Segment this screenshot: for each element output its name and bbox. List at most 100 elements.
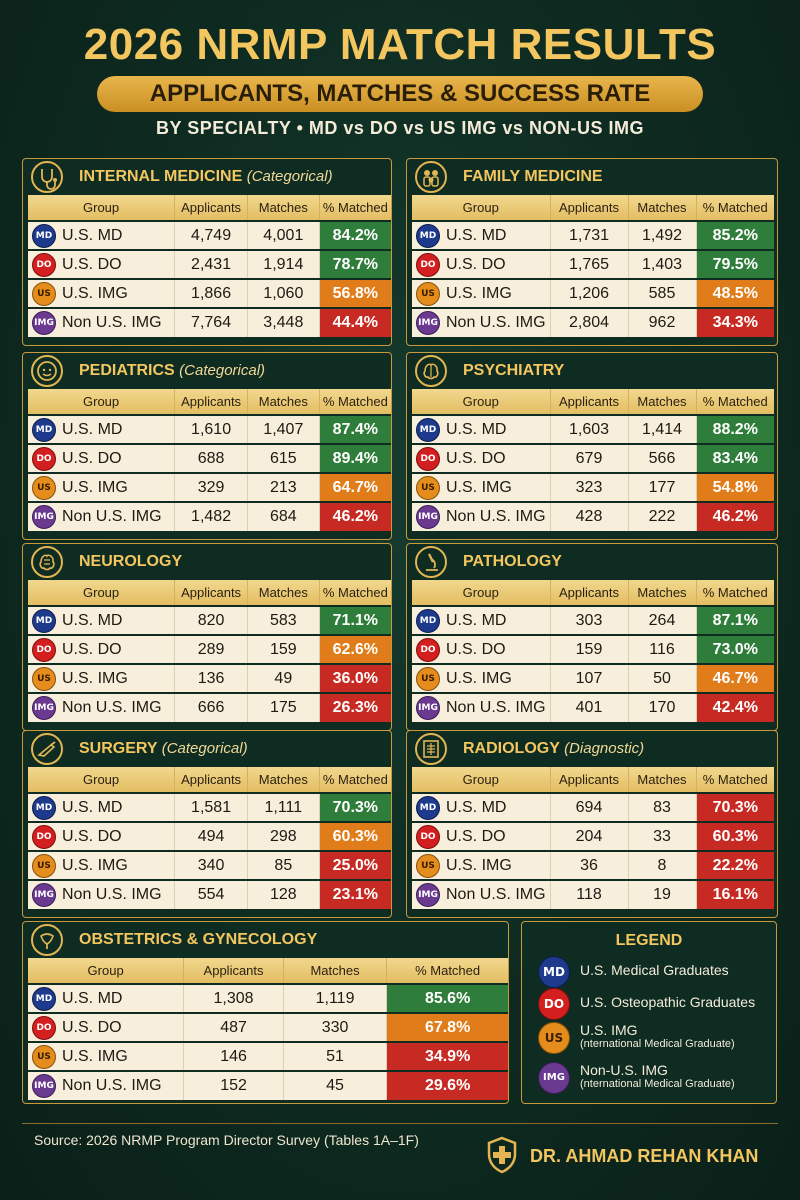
matches-cell: 45: [283, 1070, 388, 1100]
pct-matched-cell: 56.8%: [319, 278, 391, 308]
pct-matched-cell: 78.7%: [319, 249, 391, 279]
legend-text: U.S. IMG (nternational Medical Graduate): [580, 1022, 735, 1050]
column-header-applicants: Applicants: [174, 389, 248, 415]
group-cell: IMG Non U.S. IMG: [28, 501, 176, 531]
panel-title: FAMILY MEDICINE: [463, 168, 603, 186]
panel-header: PATHOLOGY: [407, 544, 777, 580]
specialty-qualifier: (Categorical): [179, 362, 266, 379]
non-us-img-badge-icon: IMG: [416, 311, 440, 335]
group-cell: IMG Non U.S. IMG: [28, 692, 176, 722]
md-badge-icon: MD: [416, 223, 440, 248]
applicants-cell: 2,804: [550, 307, 629, 337]
group-label: Non U.S. IMG: [62, 314, 162, 332]
column-header-pct-matched: % Matched: [319, 195, 391, 221]
matches-cell: 159: [247, 634, 320, 664]
pct-matched-cell: 70.3%: [319, 792, 391, 822]
applicants-cell: 401: [550, 692, 629, 722]
table-row: US U.S. IMG 36 8 22.2%: [412, 850, 774, 880]
applicants-cell: 303: [550, 605, 629, 635]
table-row: IMG Non U.S. IMG 7,764 3,448 44.4%: [28, 307, 391, 337]
results-table: Group Applicants Matches% Matched MD U.S. MD…: [28, 767, 391, 909]
group-label: U.S. DO: [62, 449, 122, 467]
matches-cell: 170: [628, 692, 697, 722]
specialty-panel: OBSTETRICS & GYNECOLOGY Group Applicants Ma…: [22, 921, 509, 1104]
applicants-cell: 820: [174, 605, 248, 635]
table-row: US U.S. IMG 323 177 54.8%: [412, 472, 774, 502]
applicants-cell: 428: [550, 501, 629, 531]
group-label: U.S. MD: [62, 611, 123, 629]
table-row: DO U.S. DO 2,431 1,914 78.7%: [28, 249, 391, 279]
matches-cell: 177: [628, 472, 697, 502]
column-header-group: Group: [28, 389, 176, 415]
non-us-img-badge-icon: IMG: [32, 696, 56, 720]
legend-text: U.S. Medical Graduates: [580, 962, 729, 978]
group-label: U.S. IMG: [62, 1047, 128, 1065]
group-cell: DO U.S. DO: [28, 249, 176, 279]
md-badge-icon: MD: [32, 795, 56, 820]
column-header-pct-matched: % Matched: [386, 958, 508, 984]
applicants-cell: 694: [550, 792, 629, 822]
md-badge-icon: MD: [32, 986, 56, 1011]
group-label: U.S. MD: [62, 226, 123, 244]
panel-header: PEDIATRICS (Categorical): [23, 353, 391, 389]
group-cell: US U.S. IMG: [412, 278, 551, 308]
table-row: IMG Non U.S. IMG 401 170 42.4%: [412, 692, 774, 722]
pct-matched-cell: 89.4%: [319, 443, 391, 473]
column-header-applicants: Applicants: [183, 958, 284, 984]
group-cell: DO U.S. DO: [28, 634, 176, 664]
panel-header: RADIOLOGY (Diagnostic): [407, 731, 777, 767]
table-header-row: Group Applicants Matches% Matched: [28, 958, 508, 984]
specialty-panel: PATHOLOGY Group Applicants Matches% Matched…: [406, 543, 778, 731]
pct-matched-cell: 79.5%: [696, 249, 774, 279]
column-header-matches: Matches: [628, 389, 697, 415]
panel-header: SURGERY (Categorical): [23, 731, 391, 767]
group-cell: US U.S. IMG: [28, 1041, 185, 1071]
table-row: IMG Non U.S. IMG 1,482 684 46.2%: [28, 501, 391, 531]
do-badge-icon: DO: [32, 1015, 56, 1040]
specialty-name: SURGERY: [79, 740, 158, 757]
group-cell: IMG Non U.S. IMG: [28, 879, 176, 909]
matches-cell: 3,448: [247, 307, 320, 337]
specialty-name: NEUROLOGY: [79, 553, 183, 570]
stethoscope-icon: [31, 161, 63, 193]
group-cell: IMG Non U.S. IMG: [412, 692, 551, 722]
pct-matched-cell: 85.2%: [696, 220, 774, 250]
group-cell: DO U.S. DO: [412, 821, 551, 851]
pct-matched-cell: 73.0%: [696, 634, 774, 664]
group-label: U.S. IMG: [446, 669, 512, 687]
column-header-matches: Matches: [247, 389, 320, 415]
panel-title: PATHOLOGY: [463, 553, 562, 571]
panel-header: PSYCHIATRY: [407, 353, 777, 389]
table-row: US U.S. IMG 1,866 1,060 56.8%: [28, 278, 391, 308]
table-row: MD U.S. MD 694 83 70.3%: [412, 792, 774, 822]
table-row: US U.S. IMG 329 213 64.7%: [28, 472, 391, 502]
group-cell: DO U.S. DO: [28, 443, 176, 473]
applicants-cell: 1,610: [174, 414, 248, 444]
group-cell: IMG Non U.S. IMG: [28, 307, 176, 337]
group-label: U.S. MD: [62, 420, 123, 438]
table-row: MD U.S. MD 1,731 1,492 85.2%: [412, 220, 774, 250]
specialty-name: INTERNAL MEDICINE: [79, 168, 243, 185]
panel-header: NEUROLOGY: [23, 544, 391, 580]
us-img-badge-icon: US: [416, 853, 440, 878]
table-row: MD U.S. MD 303 264 87.1%: [412, 605, 774, 635]
group-label: U.S. IMG: [62, 284, 128, 302]
group-label: Non U.S. IMG: [446, 699, 546, 717]
table-row: DO U.S. DO 487 330 67.8%: [28, 1012, 508, 1042]
column-header-matches: Matches: [247, 767, 320, 793]
table-header-row: Group Applicants Matches% Matched: [28, 195, 391, 221]
pct-matched-cell: 60.3%: [696, 821, 774, 851]
source-note: Source: 2026 NRMP Program Director Surve…: [34, 1132, 419, 1148]
table-row: MD U.S. MD 1,581 1,111 70.3%: [28, 792, 391, 822]
do-badge-icon: DO: [32, 446, 56, 471]
panel-title: SURGERY (Categorical): [79, 740, 248, 758]
group-label: U.S. DO: [62, 827, 122, 845]
matches-cell: 1,060: [247, 278, 320, 308]
specialty-panel: FAMILY MEDICINE Group Applicants Matches% M…: [406, 158, 778, 346]
column-header-pct-matched: % Matched: [696, 580, 774, 606]
non-us-img-badge-icon: IMG: [538, 1062, 570, 1094]
column-header-pct-matched: % Matched: [319, 767, 391, 793]
column-header-matches: Matches: [628, 767, 697, 793]
subtitle-banner: APPLICANTS, MATCHES & SUCCESS RATE: [97, 76, 703, 112]
column-header-matches: Matches: [247, 580, 320, 606]
